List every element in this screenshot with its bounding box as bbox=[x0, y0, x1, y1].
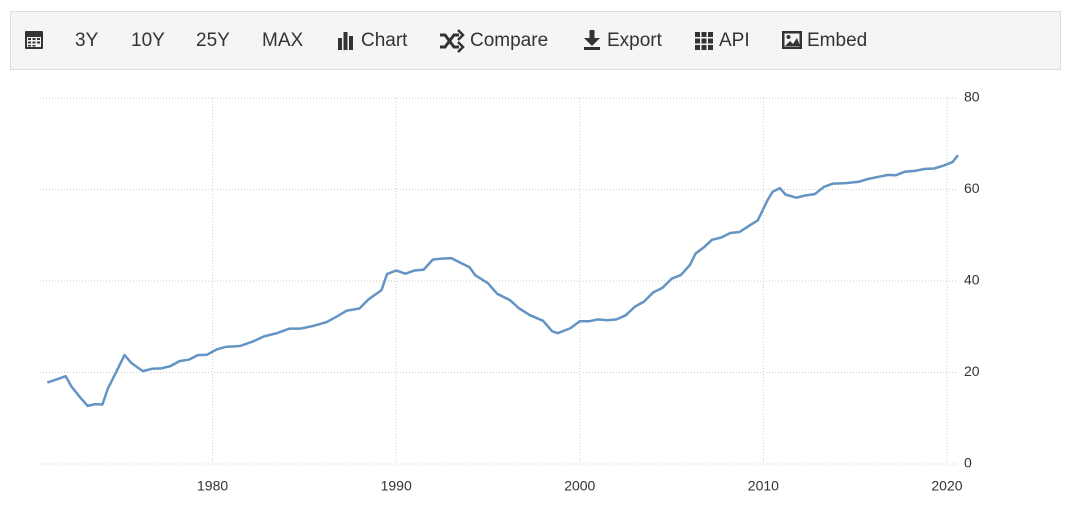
embed-button[interactable]: Embed bbox=[807, 30, 867, 51]
y-tick-label: 80 bbox=[964, 89, 980, 105]
y-tick-label: 40 bbox=[964, 272, 980, 288]
y-tick-label: 20 bbox=[964, 363, 980, 379]
embed-icon bbox=[782, 31, 802, 49]
chart-button[interactable]: Chart bbox=[361, 30, 408, 51]
range-button[interactable]: MAX bbox=[262, 30, 304, 51]
x-tick-label: 2020 bbox=[931, 478, 962, 494]
chart-icon bbox=[338, 32, 353, 50]
range-button[interactable]: 10Y bbox=[131, 30, 165, 51]
range-button[interactable]: 3Y bbox=[75, 30, 99, 51]
export-icon bbox=[584, 30, 600, 50]
export-button[interactable]: Export bbox=[607, 30, 663, 51]
y-tick-label: 0 bbox=[964, 455, 972, 471]
x-tick-label: 1990 bbox=[381, 478, 412, 494]
compare-icon bbox=[440, 29, 465, 53]
toolbar bbox=[10, 11, 1061, 70]
api-icon bbox=[695, 32, 713, 50]
calendar-icon[interactable] bbox=[25, 31, 43, 49]
range-button[interactable]: 25Y bbox=[196, 30, 230, 51]
data-line bbox=[46, 154, 959, 408]
y-tick-label: 60 bbox=[964, 180, 980, 196]
api-button[interactable]: API bbox=[719, 30, 750, 51]
x-tick-label: 2000 bbox=[564, 478, 595, 494]
x-tick-label: 1980 bbox=[197, 478, 228, 494]
compare-button[interactable]: Compare bbox=[470, 30, 548, 51]
x-tick-label: 2010 bbox=[748, 478, 779, 494]
